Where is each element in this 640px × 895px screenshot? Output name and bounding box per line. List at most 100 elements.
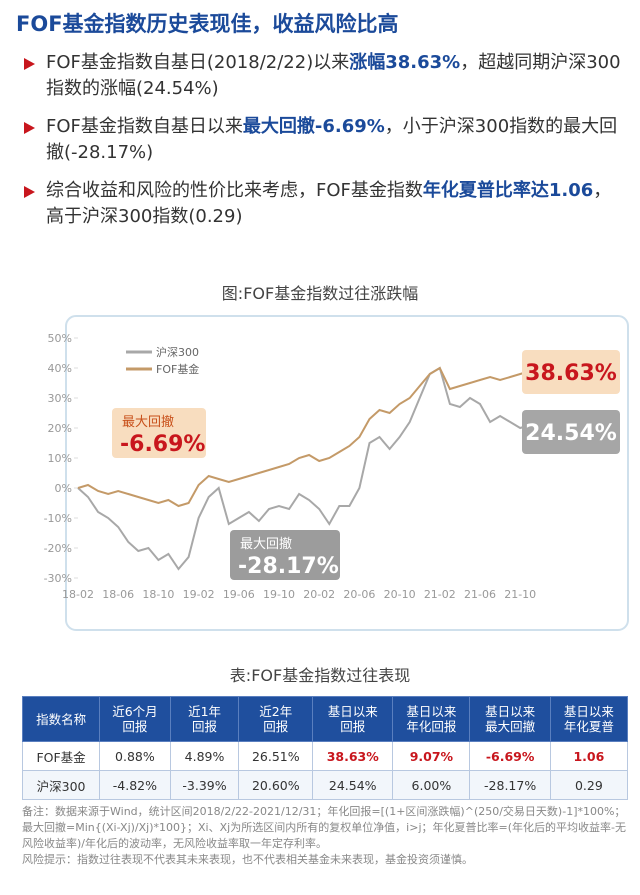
- bullet-text: ，超越同期沪深300指数的涨幅(24.54%): [46, 52, 621, 99]
- annotation-title: 最大回撤: [122, 414, 174, 430]
- table-cell: 0.29: [549, 770, 629, 800]
- y-tick-label: -30%: [44, 572, 72, 585]
- note: 风险提示：指数过往表现不代表其未来表现，也不代表相关基金未来表现，基金投资须谨慎…: [22, 853, 473, 866]
- table-cell: 1.06: [549, 741, 629, 771]
- table-cell: 38.63%: [312, 741, 394, 771]
- header-text: 回报: [122, 719, 148, 734]
- header-cell: 指数名称: [21, 696, 101, 742]
- header-text: 基日以来: [406, 704, 457, 719]
- header-cell: 基日以来 最大回撤: [469, 696, 551, 742]
- end-label-box: [522, 410, 620, 454]
- header-text: 年化夏普: [563, 719, 614, 734]
- table-cell: 4.89%: [169, 741, 240, 771]
- table-cell: FOF基金: [21, 741, 101, 771]
- table-cell: 6.00%: [392, 770, 471, 800]
- y-tick-label: 0%: [55, 482, 72, 495]
- y-tick-label: -20%: [44, 542, 72, 555]
- annotation-box: [112, 408, 206, 458]
- header-cell: 近1年 回报: [169, 696, 240, 742]
- header-text: 年化回报: [406, 719, 457, 734]
- x-tick-label: 18-02: [62, 588, 94, 601]
- bullet-text: FOF基金指数自基日(2018/2/22)以来: [46, 52, 350, 73]
- table-cell: 24.54%: [312, 770, 394, 800]
- annotation-value: -28.17%: [238, 554, 339, 579]
- page-title: FOF基金指数历史表现佳，收益风险比高: [16, 12, 399, 36]
- header-text: 基日以来: [485, 704, 536, 719]
- bullet-text: ，小于沪深300指数的最大回撤(-28.17%): [46, 116, 618, 163]
- table-cell: 沪深300: [21, 770, 101, 800]
- bullet-text: 综合收益和风险的性价比来考虑，FOF基金指数: [46, 180, 423, 201]
- table-cell: 9.07%: [392, 741, 471, 771]
- x-tick-label: 21-02: [424, 588, 456, 601]
- bullet-text: ，高于沪深300指数(0.29): [46, 180, 612, 227]
- bullet-text: 最大回撤-6.69%: [242, 116, 385, 137]
- header-cell: 基日以来 年化回报: [392, 696, 471, 742]
- bullet: FOF基金指数自基日(2018/2/22)以来涨幅38.63%，超越同期沪深30…: [22, 50, 622, 102]
- annotation-value: -6.69%: [120, 432, 205, 457]
- header-text: 回报: [192, 719, 218, 734]
- bullet-text: 年化夏普比率达1.06: [422, 180, 594, 201]
- chart-frame: [65, 315, 629, 631]
- table-header: 指数名称 近6个月 回报 近1年 回报 近2年 回报 基日以来 回报 基日以来 年化回报 基日以来 最大…: [21, 696, 629, 742]
- header-cell: 近2年 回报: [238, 696, 314, 742]
- header-cell: 基日以来 年化夏普: [549, 696, 629, 742]
- x-tick-label: 19-02: [183, 588, 215, 601]
- annotation-box: [230, 530, 340, 580]
- bullet-text: FOF基金指数自基日以来: [46, 116, 243, 137]
- y-tick-label: 10%: [48, 452, 72, 465]
- x-tick-label: 21-06: [464, 588, 496, 601]
- table-cell: -3.39%: [169, 770, 240, 800]
- legend-label: 沪深300: [156, 345, 199, 359]
- x-tick-label: 18-10: [142, 588, 174, 601]
- table-cell: 0.88%: [99, 741, 171, 771]
- x-tick-label: 20-10: [384, 588, 416, 601]
- x-tick-label: 19-06: [223, 588, 255, 601]
- table-row: 沪深300 -4.82% -3.39% 20.60% 24.54% 6.00% -28.17…: [21, 770, 629, 800]
- header-text: 回报: [263, 719, 289, 734]
- table: 指数名称 近6个月 回报 近1年 回报 近2年 回报 基日以来 回报 基日以来 年化回报 基日以来 最大…: [21, 696, 629, 800]
- note: 备注：数据来源于Wind，统计区间2018/2/22-2021/12/31；年化…: [22, 805, 626, 850]
- header-text: 最大回撤: [485, 719, 536, 734]
- end-label-box: [522, 350, 620, 394]
- y-tick-label: 30%: [48, 392, 72, 405]
- end-label: 38.63%: [525, 361, 617, 386]
- bullet-text: 涨幅38.63%: [349, 52, 461, 73]
- header-text: 近2年: [259, 704, 293, 719]
- chart-title: 图:FOF基金指数过往涨跌幅: [221, 284, 419, 303]
- x-tick-label: 18-06: [102, 588, 134, 601]
- header-text: 近6个月: [112, 704, 158, 719]
- header-text: 回报: [340, 719, 366, 734]
- legend-label: FOF基金: [156, 362, 199, 376]
- table-cell: -28.17%: [469, 770, 551, 800]
- bullet: 综合收益和风险的性价比来考虑，FOF基金指数年化夏普比率达1.06，高于沪深30…: [22, 178, 622, 230]
- end-label: 24.54%: [525, 421, 617, 446]
- bullet: FOF基金指数自基日以来最大回撤-6.69%，小于沪深300指数的最大回撤(-2…: [22, 114, 622, 166]
- table-cell: -4.82%: [99, 770, 171, 800]
- table-cell: 26.51%: [238, 741, 314, 771]
- header-text: 基日以来: [563, 704, 614, 719]
- bullets: FOF基金指数自基日(2018/2/22)以来涨幅38.63%，超越同期沪深30…: [22, 50, 622, 242]
- notes: 备注：数据来源于Wind，统计区间2018/2/22-2021/12/31；年化…: [22, 804, 628, 868]
- x-tick-label: 20-06: [343, 588, 375, 601]
- y-tick-label: 20%: [48, 422, 72, 435]
- table-cell: 20.60%: [238, 770, 314, 800]
- x-tick-label: 19-10: [263, 588, 295, 601]
- y-tick-label: 40%: [48, 362, 72, 375]
- annotation-title: 最大回撤: [240, 536, 292, 552]
- table-cell: -6.69%: [469, 741, 551, 771]
- chart: -30% -20% -10% 0% 10% 20% 30% 40% 50% 18-02 18-06 1…: [44, 315, 629, 631]
- header-cell: 近6个月 回报: [99, 696, 171, 742]
- header-text: 近1年: [188, 704, 222, 719]
- header-text: 基日以来: [327, 704, 378, 719]
- line: [77, 366, 542, 571]
- x-tick-label: 21-10: [504, 588, 536, 601]
- y-tick-label: -10%: [44, 512, 72, 525]
- table-row: FOF基金 0.88% 4.89% 26.51% 38.63% 9.07% -6.69% 1.…: [21, 741, 629, 771]
- y-tick-label: 50%: [48, 332, 72, 345]
- header-text: 指数名称: [36, 711, 87, 727]
- header-cell: 基日以来 回报: [312, 696, 394, 742]
- line: [77, 366, 541, 508]
- table-title: 表:FOF基金指数过往表现: [229, 666, 411, 685]
- x-tick-label: 20-02: [303, 588, 335, 601]
